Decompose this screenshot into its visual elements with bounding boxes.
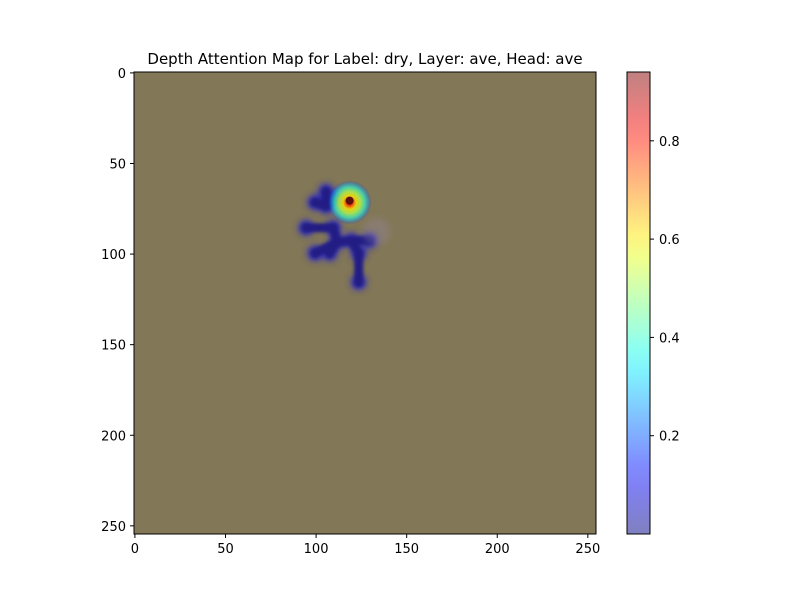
attention-point: [353, 277, 364, 288]
x-tick-label: 200: [485, 542, 510, 557]
attention-halo: [362, 217, 391, 246]
heatmap-background: [134, 72, 596, 534]
heatmap-axes: 0 50 100 150 200 250 0 50 100 150 200 250: [101, 67, 600, 557]
plot-frame: [133, 71, 597, 535]
colorbar-tick-label: 0.4: [659, 331, 680, 346]
y-tick-label: 250: [101, 520, 126, 535]
chart-title: Depth Attention Map for Label: dry, Laye…: [147, 50, 582, 68]
attention-point: [321, 186, 332, 197]
x-tick-label: 0: [131, 542, 139, 557]
x-tick-label: 50: [217, 542, 234, 557]
y-tick-label: 100: [101, 248, 126, 263]
x-tick-label: 100: [304, 542, 329, 557]
colorbar-gradient: [626, 71, 651, 535]
attention-peak-core: [345, 196, 354, 205]
y-tick-label: 200: [101, 429, 126, 444]
attention-point: [346, 235, 357, 246]
attention-point: [301, 222, 312, 233]
colorbar-tick-label: 0.8: [659, 135, 680, 150]
y-tick-label: 150: [101, 339, 126, 354]
colorbar: 0.2 0.4 0.6 0.8: [626, 71, 680, 535]
attention-point: [328, 222, 339, 233]
x-tick-label: 250: [575, 542, 600, 557]
x-tick-label: 150: [394, 542, 419, 557]
attention-point: [324, 248, 335, 259]
y-tick-label: 0: [118, 67, 126, 82]
colorbar-tick-label: 0.2: [659, 430, 680, 445]
colorbar-tick-label: 0.6: [659, 233, 680, 248]
attention-point: [331, 237, 342, 248]
attention-point: [310, 248, 321, 259]
heatmap-plot-area: [134, 72, 596, 534]
attention-point: [353, 248, 364, 259]
y-tick-label: 50: [109, 157, 126, 172]
attention-point: [310, 197, 321, 208]
